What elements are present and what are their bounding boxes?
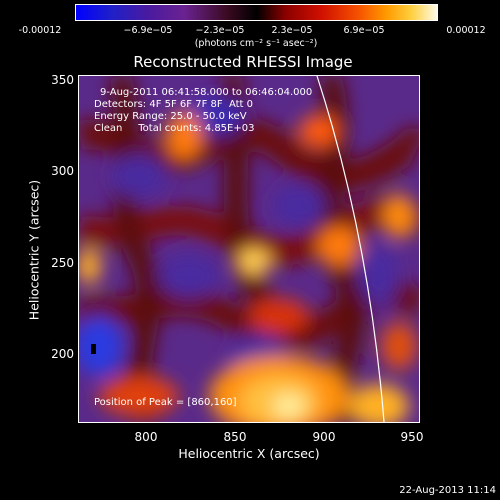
colorbar-tick: 0.00012 (446, 25, 486, 36)
time-range-text: 9-Aug-2011 06:41:58.000 to 06:46:04.000 (100, 87, 313, 98)
rhessi-image (78, 75, 420, 423)
colorbar-tick: -0.00012 (18, 25, 62, 36)
dark-marker (91, 344, 96, 354)
x-tick-label: 900 (312, 430, 336, 444)
solar-limb-line (316, 76, 385, 422)
y-axis-label: Heliocentric Y (arcsec) (26, 179, 42, 321)
y-tick-label: 200 (51, 347, 74, 361)
colorbar (75, 4, 438, 21)
x-tick-label: 950 (400, 430, 424, 444)
colorbar-tick: 6.9e−05 (343, 25, 385, 36)
y-tick-label: 350 (51, 73, 74, 87)
peak-position-text: Position of Peak = [860,160] (94, 397, 237, 408)
plot-title: Reconstructed RHESSI Image (133, 53, 353, 71)
colorbar-units: (photons cm⁻² s⁻¹ asec⁻²) (194, 38, 318, 49)
x-tick-label: 850 (223, 430, 247, 444)
timestamp: 22-Aug-2013 11:14 (399, 485, 496, 496)
energy-range-text: Energy Range: 25.0 - 50.0 keV (94, 111, 247, 122)
colorbar-tick: 2.3e−05 (271, 25, 313, 36)
clean-counts-text: Clean Total counts: 4.85E+03 (94, 123, 255, 134)
colorbar-tick: −2.3e−05 (195, 25, 245, 36)
x-axis-label: Heliocentric X (arcsec) (178, 446, 320, 461)
x-tick-label: 800 (134, 430, 158, 444)
y-tick-label: 300 (51, 164, 74, 178)
y-tick-label: 250 (51, 256, 74, 270)
rhessi-image-svg (79, 76, 419, 422)
colorbar-tick: −6.9e−05 (123, 25, 173, 36)
detectors-text: Detectors: 4F 5F 6F 7F 8F Att 0 (94, 99, 254, 110)
